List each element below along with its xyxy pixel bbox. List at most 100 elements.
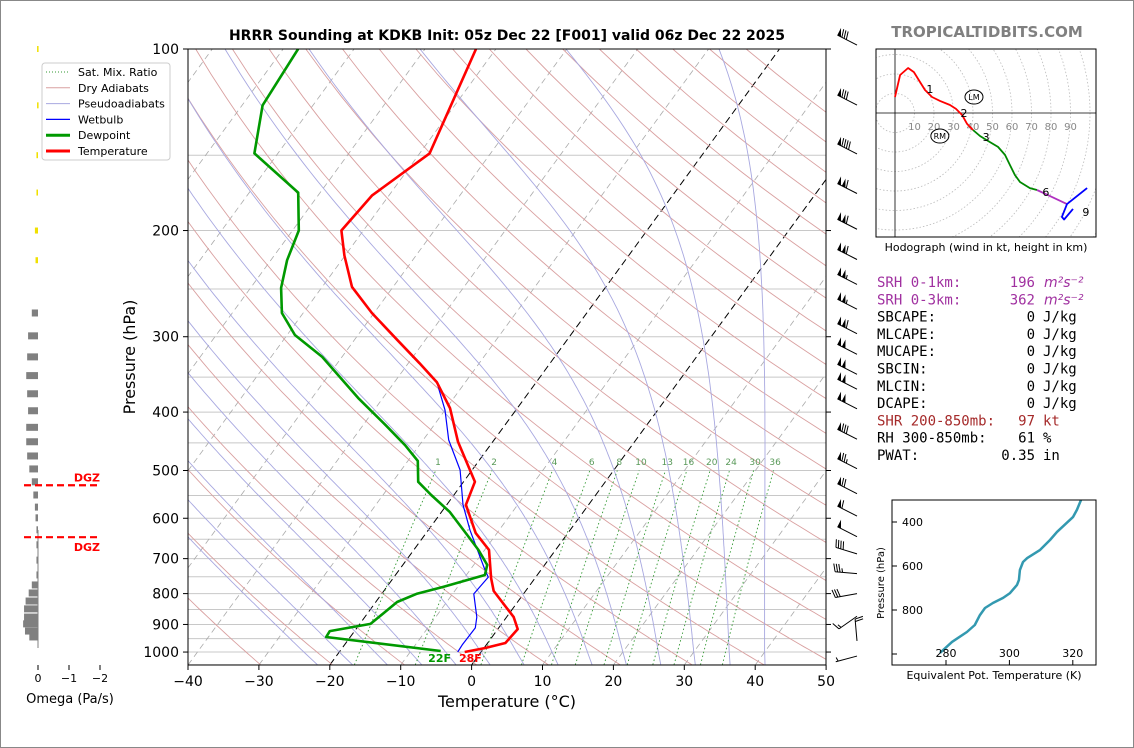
- skewt-frame: [187, 48, 827, 666]
- legend-label: Pseudoadiabats: [78, 98, 165, 111]
- omega-bar: [26, 423, 38, 431]
- y-tick-label: 500: [152, 464, 179, 480]
- highlight-isotherm: [471, 178, 826, 665]
- wind-barb: [837, 176, 858, 194]
- omega-bar: [25, 597, 38, 605]
- barb-pennant: [837, 519, 842, 529]
- wind-barb: [837, 519, 858, 538]
- isotherm-line: [188, 49, 497, 472]
- hodograph-ring-label: 40: [967, 122, 980, 133]
- barb-pennant: [837, 87, 842, 97]
- barb-pennant: [837, 337, 842, 347]
- mixing-ratio-line: [721, 470, 775, 665]
- highlight-isotherm: [329, 49, 780, 665]
- mixing-ratio-label: 30: [749, 458, 761, 468]
- pseudoadiabat-line: [188, 97, 593, 665]
- omega-bar: [27, 452, 38, 460]
- y-tick-label: 700: [152, 552, 179, 568]
- omega-bar: [29, 633, 38, 641]
- hodograph-height-label: 2: [961, 107, 968, 120]
- pseudoadiabat-line: [224, 49, 627, 665]
- barb-shaft: [835, 593, 858, 598]
- stat-unit: J/kg: [1043, 310, 1077, 326]
- stat-unit: kt: [1043, 413, 1060, 429]
- wind-barb: [833, 563, 858, 575]
- wind-barb: [832, 615, 858, 630]
- omega-bar: [29, 465, 38, 473]
- omega-bar: [27, 390, 38, 398]
- omega-bar: [34, 503, 38, 511]
- hodograph-ring-label: 50: [986, 122, 999, 133]
- omega-bar-upper: [36, 189, 38, 196]
- mixing-ratio-line: [652, 470, 711, 665]
- dry-adiabat-line: [342, 49, 826, 470]
- barb-pennant: [841, 269, 846, 279]
- hodograph-height-label: 9: [1082, 206, 1089, 219]
- barb-shaft: [837, 398, 858, 410]
- mixing-ratio-line: [551, 470, 618, 665]
- barb-half-feather: [845, 299, 848, 304]
- omega-bar: [26, 438, 38, 446]
- pseudoadiabat-line: [419, 49, 696, 665]
- barb-feather: [841, 29, 845, 38]
- stat-value: 0: [1027, 327, 1035, 343]
- theta-e-y-tick-label: 400: [902, 516, 923, 529]
- wind-barb: [837, 136, 858, 155]
- barb-feather: [836, 588, 841, 597]
- pseudoadiabat-line: [188, 320, 491, 665]
- omega-bar: [31, 478, 38, 486]
- wind-barb: [831, 588, 858, 598]
- dry-adiabat-line: [188, 343, 549, 665]
- omega-bar: [23, 620, 38, 628]
- y-tick-label: 800: [152, 587, 179, 603]
- stat-label: SRH 0-3km:: [877, 292, 961, 308]
- x-tick-label: 0: [467, 674, 476, 690]
- mixing-ratio-label: 36: [769, 458, 781, 468]
- hodograph-ring-label: 30: [947, 122, 960, 133]
- x-tick-label: −40: [173, 674, 203, 690]
- mixing-ratio-label: 4: [552, 458, 558, 468]
- stat-value: 0: [1027, 310, 1035, 326]
- omega-bar: [36, 526, 38, 534]
- hodograph-ring-label: 20: [928, 122, 941, 133]
- mixing-ratio-label: 20: [706, 458, 718, 468]
- barb-feather: [848, 141, 851, 150]
- stat-unit: J/kg: [1043, 379, 1077, 395]
- stat-label: DCAPE:: [877, 396, 928, 412]
- stat-label: MUCAPE:: [877, 344, 936, 360]
- mixing-ratio-label: 8: [616, 458, 622, 468]
- mixing-ratio-label: 10: [635, 458, 647, 468]
- barb-pennant: [837, 498, 842, 508]
- barb-feather: [841, 452, 845, 462]
- stat-value: 0.35: [1001, 448, 1035, 464]
- wind-barbs: [831, 27, 864, 663]
- skewt-profiles: [253, 49, 520, 654]
- y-tick-label: 100: [152, 42, 179, 58]
- x-tick-label: 20: [604, 674, 622, 690]
- barb-shaft: [838, 615, 858, 630]
- omega-bar: [28, 589, 38, 597]
- dry-adiabat-line: [305, 49, 826, 506]
- omega-bar-upper: [37, 46, 39, 52]
- mixing-ratio-label: 24: [725, 458, 737, 468]
- barb-shaft: [835, 655, 858, 663]
- theta-e-x-label: Equivalent Pot. Temperature (K): [906, 669, 1081, 682]
- barb-pennant: [841, 393, 846, 403]
- omega-x-tick-label: −1: [61, 672, 77, 685]
- mixing-ratio-label: 16: [683, 458, 695, 468]
- barb-pennant: [837, 136, 842, 146]
- isotherm-line: [542, 275, 826, 665]
- barb-half-feather: [837, 624, 842, 628]
- omega-bar: [24, 627, 38, 635]
- barb-feather: [843, 424, 847, 433]
- theta-e-y-tick-label: 600: [902, 560, 923, 573]
- dry-adiabat-line: [188, 532, 333, 665]
- legend-label: Dry Adiabats: [78, 82, 149, 95]
- stat-value: 196: [1010, 275, 1035, 291]
- stat-value: 61: [1018, 431, 1035, 447]
- stat-value: 97: [1018, 413, 1035, 429]
- barb-feather: [845, 245, 849, 255]
- hodograph-ring-label: 80: [1045, 122, 1058, 133]
- x-tick-label: 50: [817, 674, 835, 690]
- barb-pennant: [837, 242, 842, 252]
